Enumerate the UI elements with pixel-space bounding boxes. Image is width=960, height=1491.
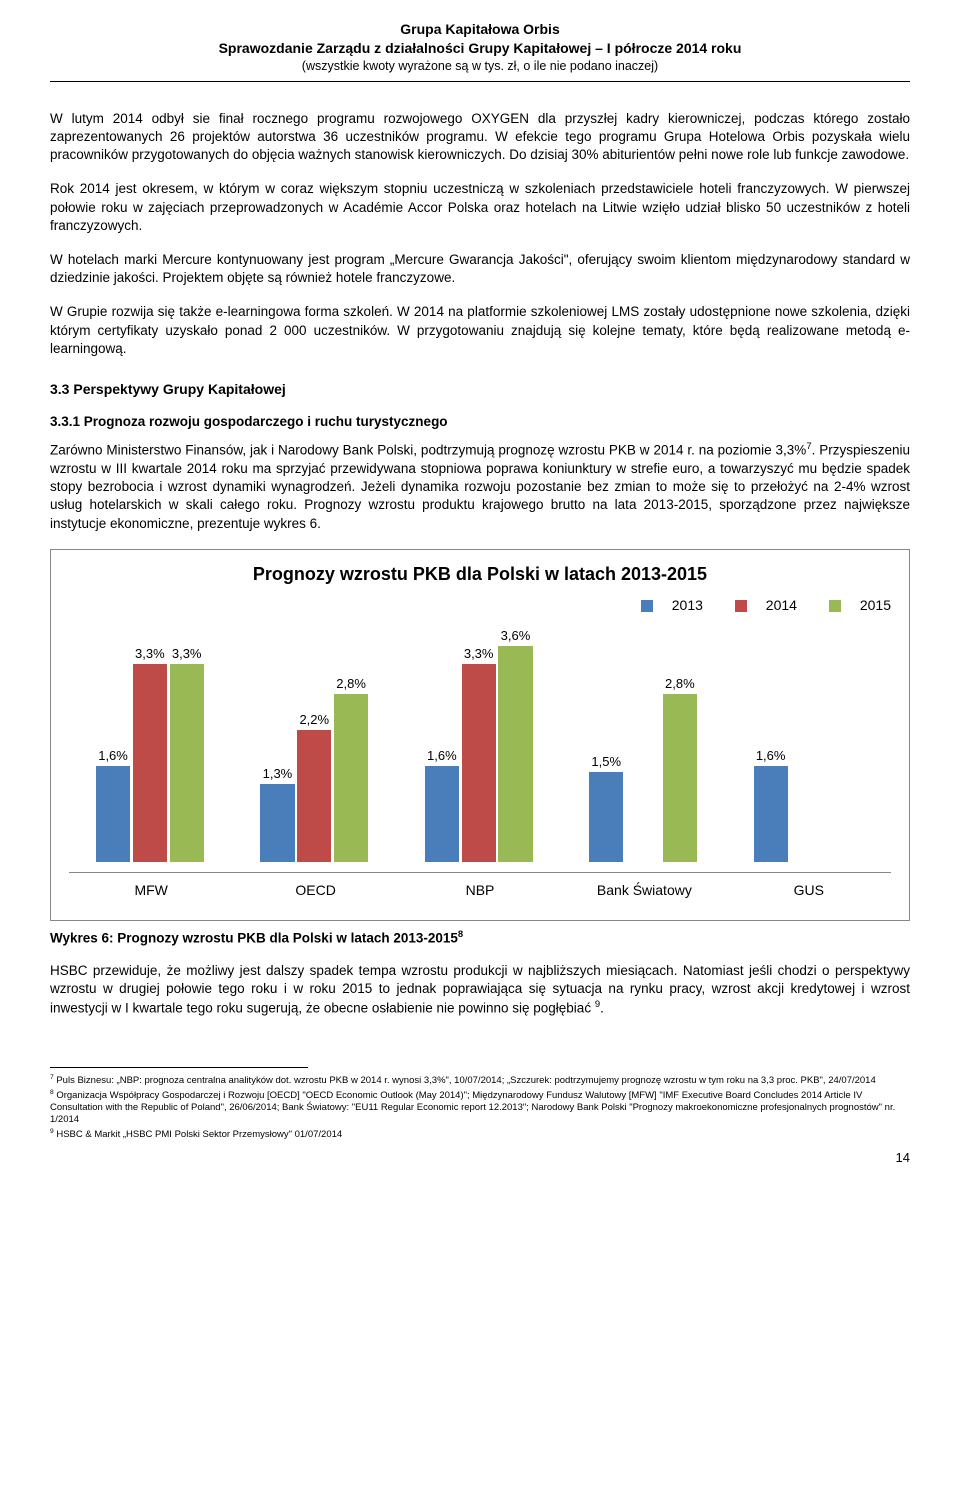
chart-bar-label: 3,6% [498, 627, 532, 647]
swatch-2013 [641, 600, 653, 612]
chart-bar-label: 3,3% [462, 645, 496, 665]
chart-group: 1,5% 2,8% [579, 622, 711, 862]
chart-bar-label: 1,6% [425, 747, 459, 767]
chart-group: 1,6%3,3%3,6% [414, 622, 546, 862]
legend-2014: 2014 [721, 596, 797, 615]
chart-bar-label: 1,6% [96, 747, 130, 767]
paragraph-3: W hotelach marki Mercure kontynuowany je… [50, 251, 910, 287]
chart-group: 1,6% [743, 622, 875, 862]
chart-bar: 1,6% [96, 766, 130, 862]
chart-bar: 1,3% [260, 784, 294, 862]
chart-bar-label: 2,8% [334, 675, 368, 695]
chart-bar: 3,6% [498, 646, 532, 862]
footnotes: 7 Puls Biznesu: „NBP: prognoza centralna… [50, 1074, 910, 1141]
chart-x-label: GUS [743, 881, 875, 900]
page-number: 14 [50, 1149, 910, 1167]
chart-bar: 2,8% [334, 694, 368, 862]
chart-bar-label: 1,5% [589, 753, 623, 773]
paragraph-2: Rok 2014 jest okresem, w którym w coraz … [50, 180, 910, 235]
paragraph-4: W Grupie rozwija się także e-learningowa… [50, 303, 910, 358]
paragraph-1: W lutym 2014 odbył sie finał rocznego pr… [50, 110, 910, 165]
swatch-2014 [735, 600, 747, 612]
header-rule [50, 81, 910, 82]
chart-x-labels: MFW OECD NBP Bank Światowy GUS [69, 872, 891, 902]
chart-x-label: OECD [250, 881, 382, 900]
chart-bar: 3,3% [462, 664, 496, 862]
header-line-3: (wszystkie kwoty wyrażone są w tys. zł, … [50, 58, 910, 75]
chart-title: Prognozy wzrostu PKB dla Polski w latach… [69, 562, 891, 586]
heading-3-3: 3.3 Perspektywy Grupy Kapitałowej [50, 380, 910, 399]
chart-bar: 1,6% [425, 766, 459, 862]
chart-x-label: MFW [85, 881, 217, 900]
legend-2013: 2013 [627, 596, 703, 615]
paragraph-6b: . [600, 1000, 604, 1015]
footnotes-rule [50, 1067, 308, 1072]
header-line-2: Sprawozdanie Zarządu z działalności Grup… [50, 39, 910, 58]
chart-caption: Wykres 6: Prognozy wzrostu PKB dla Polsk… [50, 929, 910, 948]
paragraph-5: Zarówno Ministerstwo Finansów, jak i Nar… [50, 441, 910, 533]
legend-2015: 2015 [815, 596, 891, 615]
chart-area: 1,6%3,3%3,3%1,3%2,2%2,8%1,6%3,3%3,6%1,5%… [69, 622, 891, 902]
chart-legend: 2013 2014 2015 [69, 596, 891, 616]
paragraph-6a: HSBC przewiduje, że możliwy jest dalszy … [50, 963, 910, 1015]
document-header: Grupa Kapitałowa Orbis Sprawozdanie Zarz… [50, 20, 910, 75]
chart-plot: 1,6%3,3%3,3%1,3%2,2%2,8%1,6%3,3%3,6%1,5%… [69, 622, 891, 862]
chart-group: 1,6%3,3%3,3% [85, 622, 217, 862]
chart-x-label: Bank Światowy [579, 881, 711, 900]
footnote-9: 9 HSBC & Markit „HSBC PMI Polski Sektor … [50, 1128, 910, 1141]
chart-bar: 3,3% [133, 664, 167, 862]
chart-bar: 3,3% [170, 664, 204, 862]
chart-bar: 1,6% [754, 766, 788, 862]
chart-bar-label: 2,2% [297, 711, 331, 731]
chart-bar-label: 1,6% [754, 747, 788, 767]
chart-bar-label: 3,3% [170, 645, 204, 665]
footnote-ref-8: 8 [458, 929, 463, 940]
swatch-2015 [829, 600, 841, 612]
chart-bar: 2,2% [297, 730, 331, 862]
chart-bar-label: 2,8% [663, 675, 697, 695]
footnote-7: 7 Puls Biznesu: „NBP: prognoza centralna… [50, 1074, 910, 1087]
header-line-1: Grupa Kapitałowa Orbis [50, 20, 910, 39]
chart-bar-label: 1,3% [260, 765, 294, 785]
chart-container: Prognozy wzrostu PKB dla Polski w latach… [50, 549, 910, 922]
chart-x-label: NBP [414, 881, 546, 900]
chart-bar: 2,8% [663, 694, 697, 862]
paragraph-6: HSBC przewiduje, że możliwy jest dalszy … [50, 962, 910, 1017]
footnote-8: 8 Organizacja Współpracy Gospodarczej i … [50, 1089, 910, 1126]
heading-3-3-1: 3.3.1 Prognoza rozwoju gospodarczego i r… [50, 413, 910, 431]
chart-bar: 1,5% [589, 772, 623, 862]
chart-group: 1,3%2,2%2,8% [250, 622, 382, 862]
paragraph-5a: Zarówno Ministerstwo Finansów, jak i Nar… [50, 443, 806, 458]
chart-bar-label: 3,3% [133, 645, 167, 665]
